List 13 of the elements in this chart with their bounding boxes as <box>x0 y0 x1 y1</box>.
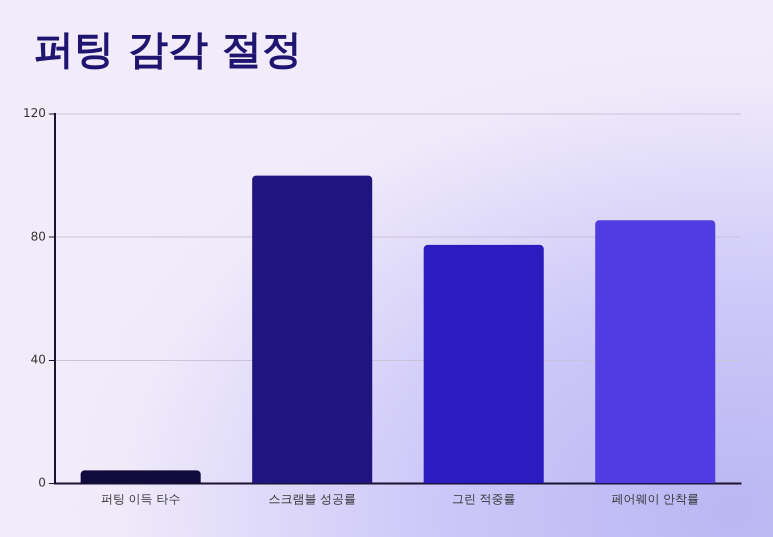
x-tick-label: 페어웨이 안착률 <box>611 492 700 506</box>
chart-title: 퍼팅 감각 절정 <box>34 26 302 75</box>
bar <box>252 176 372 484</box>
y-tick-label: 80 <box>30 229 46 244</box>
bar <box>80 470 201 484</box>
y-tick-label: 120 <box>23 106 46 120</box>
x-tick-label: 스크램블 성공률 <box>268 492 356 506</box>
y-tick-label: 40 <box>30 352 46 367</box>
y-tick-label: 0 <box>38 476 46 490</box>
bar <box>424 244 544 484</box>
x-tick-label: 퍼팅 이득 타수 <box>100 492 180 506</box>
x-tick-label: 그린 적중률 <box>452 492 516 506</box>
bar <box>595 220 716 484</box>
